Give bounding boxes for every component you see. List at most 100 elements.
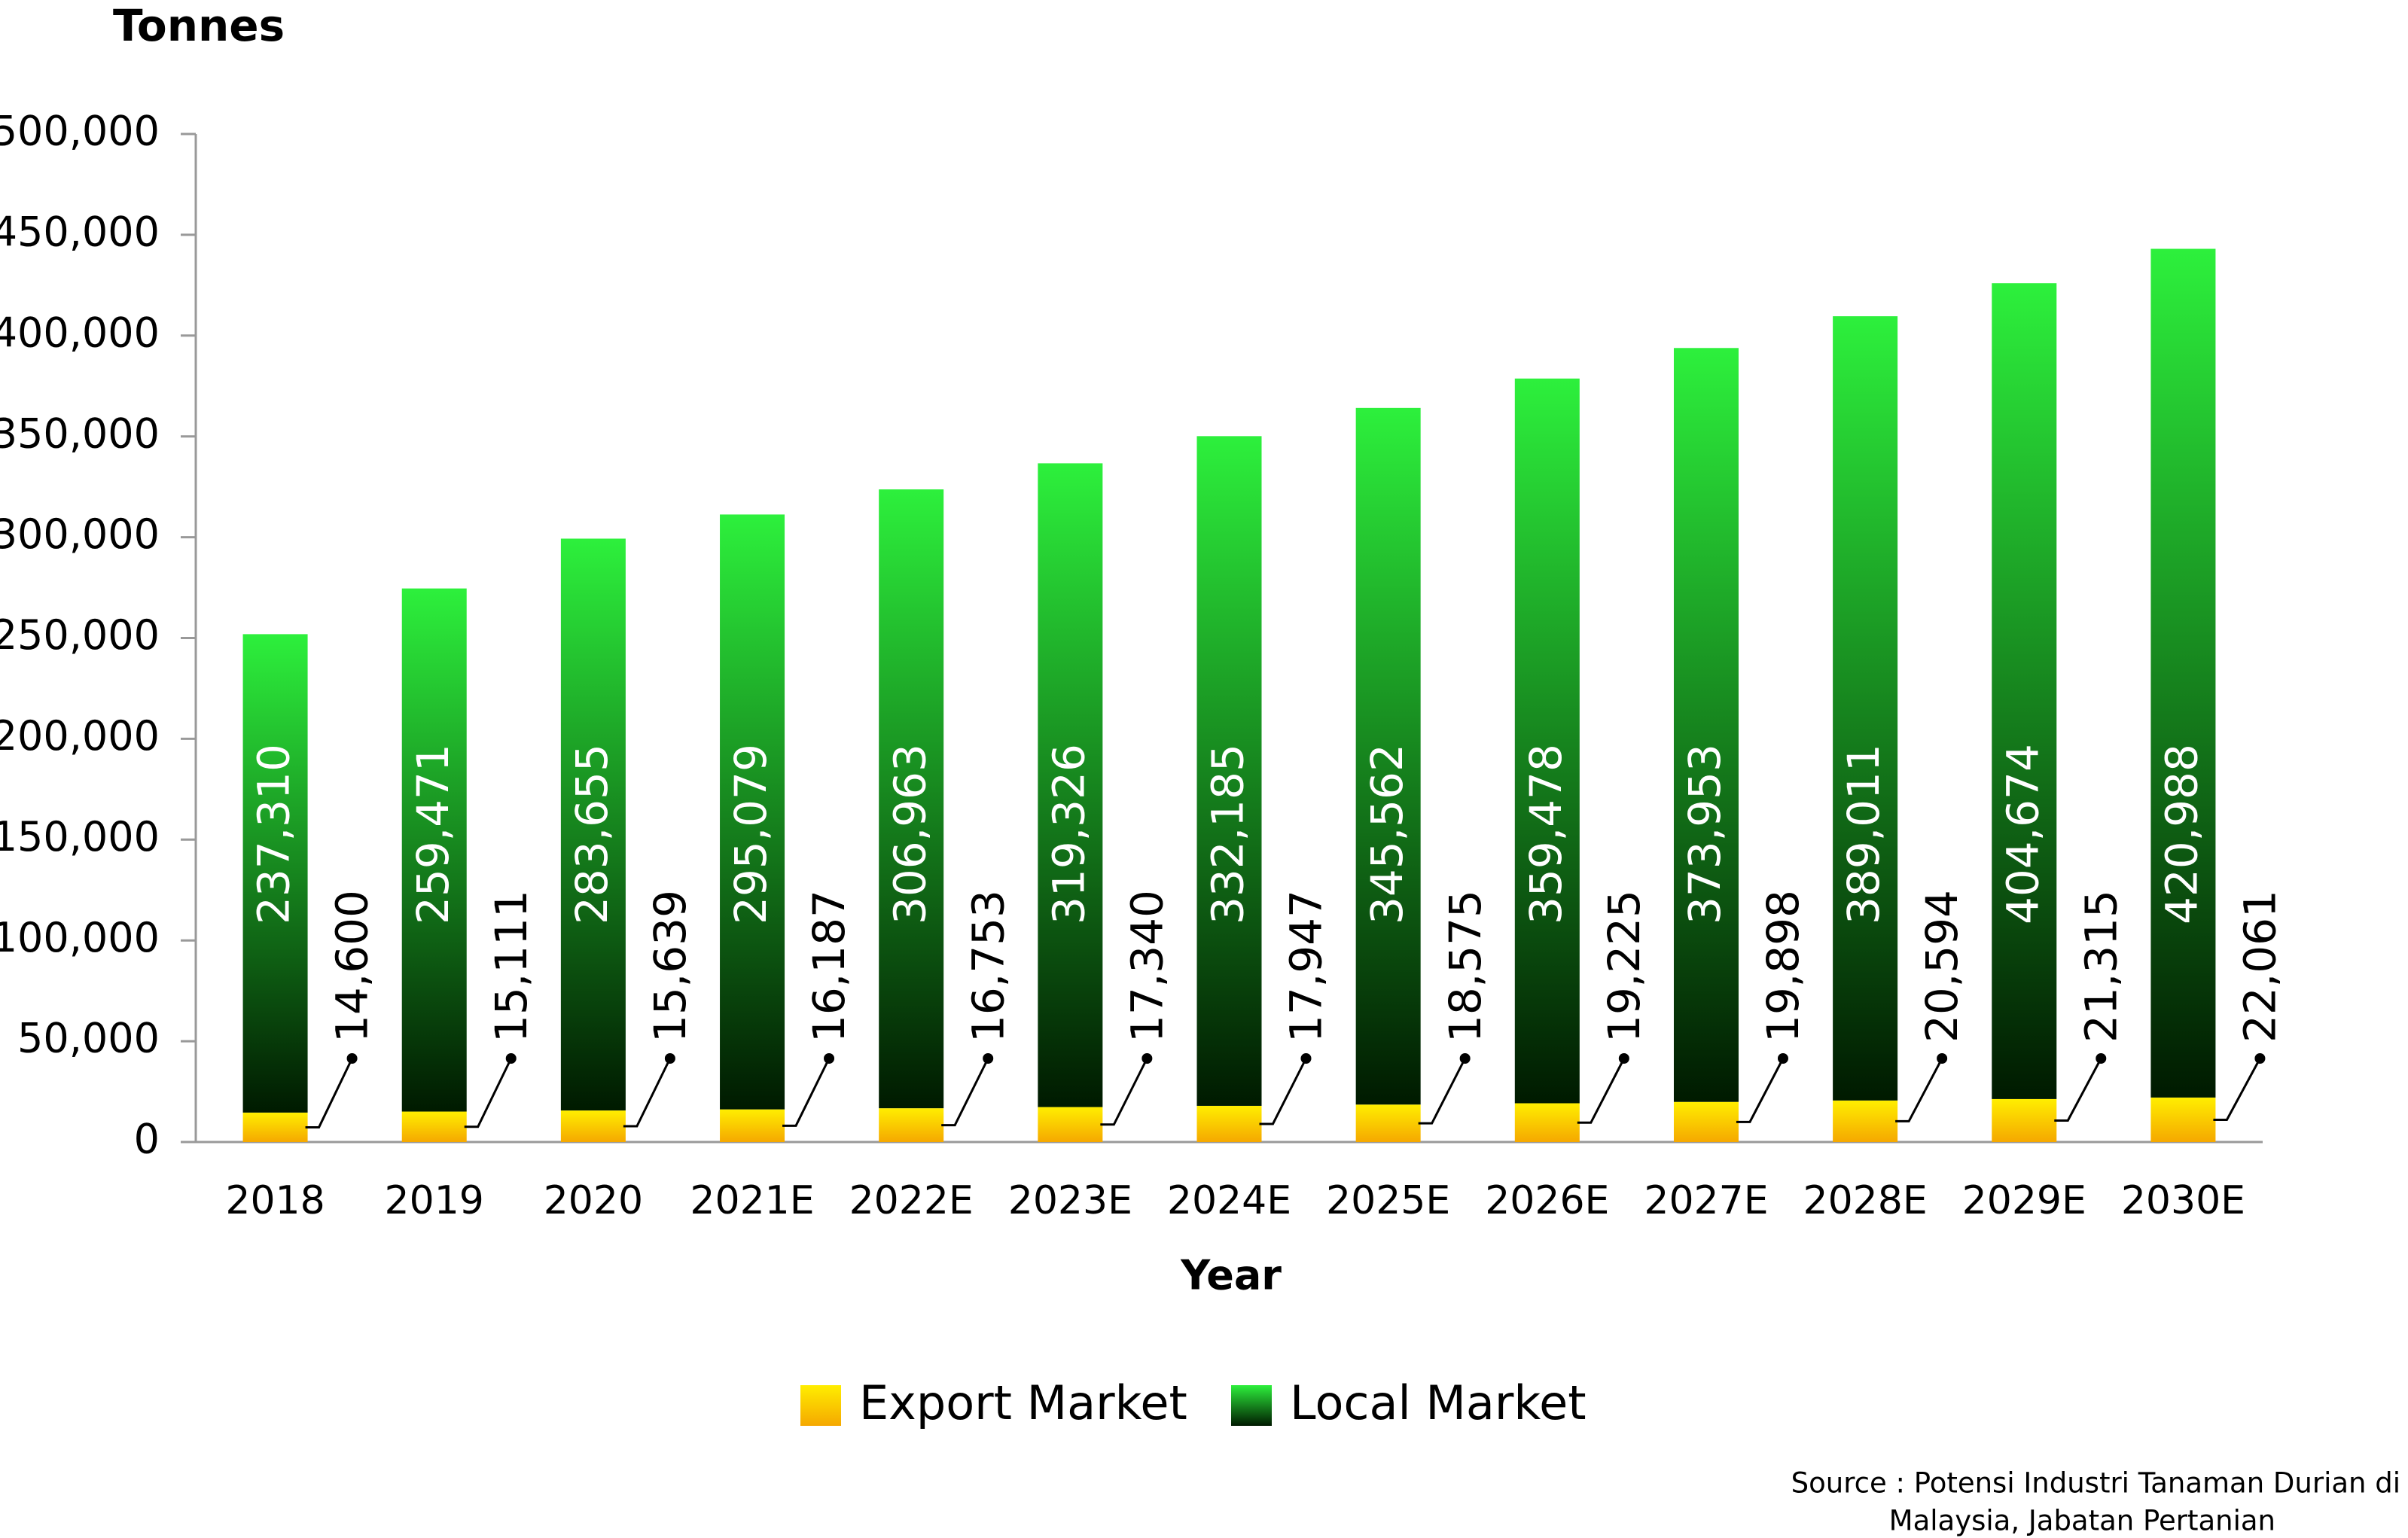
data-label: 319,326 (1043, 744, 1094, 924)
y-tick-label: 200,000 (0, 712, 160, 760)
bar-segment (2150, 1097, 2216, 1142)
leader-dot (1300, 1053, 1312, 1064)
bar-segment (560, 1110, 626, 1142)
x-tick-label: 2030E (2121, 1178, 2245, 1223)
y-tick-label: 350,000 (0, 410, 160, 457)
x-tick-label: 2024E (1167, 1178, 1291, 1223)
leader-dot (824, 1053, 835, 1064)
bar-segment (242, 1112, 308, 1142)
legend-label: Local Market (1290, 1375, 1587, 1430)
bar-segment (1833, 316, 1898, 1101)
leader-dot (1459, 1053, 1471, 1064)
leader-dot (1937, 1053, 1948, 1064)
legend-label: Export Market (859, 1375, 1187, 1430)
bar-segment (401, 588, 467, 1112)
bar-segment (1992, 1098, 2057, 1142)
data-label: 20,594 (1916, 890, 1968, 1043)
y-axis-title: Tonnes (113, 0, 285, 51)
bar-segment (401, 1111, 467, 1142)
leader-dot (983, 1053, 994, 1064)
bar-segment (720, 514, 785, 1110)
leader-line (1895, 1058, 1943, 1122)
data-label: 306,963 (884, 744, 935, 924)
data-label: 283,655 (566, 744, 617, 924)
x-tick-label: 2019 (385, 1178, 484, 1223)
leader-line (1100, 1058, 1148, 1126)
data-label: 15,111 (486, 890, 537, 1043)
y-tick-label: 100,000 (0, 914, 160, 961)
data-label: 345,562 (1361, 744, 1413, 924)
bar-segment (1038, 463, 1103, 1107)
data-label: 18,575 (1440, 890, 1491, 1043)
data-label: 16,753 (962, 890, 1013, 1043)
source-line: Source : Potensi Industri Tanaman Durian… (1791, 1467, 2400, 1500)
leader-line (305, 1058, 353, 1128)
data-label: 17,947 (1281, 890, 1332, 1043)
x-tick-label: 2022E (849, 1178, 974, 1223)
legend-swatch (800, 1385, 841, 1426)
bar-segment (879, 489, 944, 1109)
data-label: 295,079 (725, 744, 776, 924)
leader-line (2213, 1058, 2261, 1121)
source-line: Malaysia, Jabatan Pertanian (1889, 1505, 2275, 1537)
data-label: 21,315 (2075, 890, 2126, 1043)
y-tick-label: 400,000 (0, 309, 160, 356)
leader-line (2054, 1058, 2102, 1122)
x-tick-label: 2028E (1803, 1178, 1928, 1223)
bar-segment (1196, 436, 1262, 1106)
y-tick-label: 450,000 (0, 209, 160, 256)
data-label: 19,898 (1757, 890, 1809, 1043)
leader-dot (2254, 1053, 2266, 1064)
data-label: 237,310 (248, 744, 300, 924)
data-label: 373,953 (1679, 744, 1730, 924)
bar-segment (2150, 248, 2216, 1098)
leader-dot (505, 1053, 517, 1064)
leader-line (1418, 1058, 1466, 1125)
bar-segment (242, 634, 308, 1113)
x-axis-title: Year (1180, 1252, 1282, 1299)
x-tick-label: 2020 (544, 1178, 643, 1223)
bar-segment (1673, 1101, 1739, 1142)
data-label: 420,988 (2157, 744, 2208, 924)
bar-segment (1038, 1107, 1103, 1142)
leader-dot (2096, 1053, 2107, 1064)
data-label: 389,011 (1838, 744, 1889, 924)
data-label: 19,225 (1599, 890, 1650, 1043)
leader-dot (1777, 1053, 1788, 1064)
leader-dot (1618, 1053, 1629, 1064)
leader-line (1577, 1058, 1626, 1124)
bar-segment (1196, 1105, 1262, 1142)
bar-segment (560, 538, 626, 1111)
leader-dot (664, 1053, 675, 1064)
data-label: 259,471 (407, 744, 459, 924)
legend-swatch (1231, 1385, 1272, 1426)
y-tick-label: 250,000 (0, 611, 160, 659)
data-label: 404,674 (1997, 744, 2048, 924)
y-tick-label: 50,000 (17, 1015, 160, 1062)
bar-segment (720, 1109, 785, 1142)
data-label: 22,061 (2235, 890, 2286, 1043)
leader-line (623, 1058, 672, 1128)
bar-segment (1833, 1100, 1898, 1142)
bar-segment (1355, 1104, 1421, 1142)
data-label: 14,600 (327, 890, 378, 1043)
x-tick-label: 2023E (1008, 1178, 1132, 1223)
y-tick-label: 500,000 (0, 108, 160, 155)
leader-dot (1142, 1053, 1153, 1064)
x-tick-label: 2029E (1962, 1178, 2086, 1223)
leader-line (1736, 1058, 1785, 1123)
x-tick-label: 2027E (1644, 1178, 1768, 1223)
leader-line (782, 1058, 831, 1127)
bar-segment (1514, 378, 1580, 1104)
bar-segment (1673, 348, 1739, 1102)
leader-line (464, 1058, 513, 1128)
y-tick-label: 150,000 (0, 813, 160, 860)
y-tick-label: 0 (134, 1116, 160, 1163)
x-tick-label: 2018 (225, 1178, 325, 1223)
leader-line (1259, 1058, 1307, 1125)
x-tick-label: 2026E (1485, 1178, 1609, 1223)
bar-segment (1514, 1103, 1580, 1142)
data-label: 332,185 (1202, 744, 1254, 924)
bar-segment (879, 1108, 944, 1142)
